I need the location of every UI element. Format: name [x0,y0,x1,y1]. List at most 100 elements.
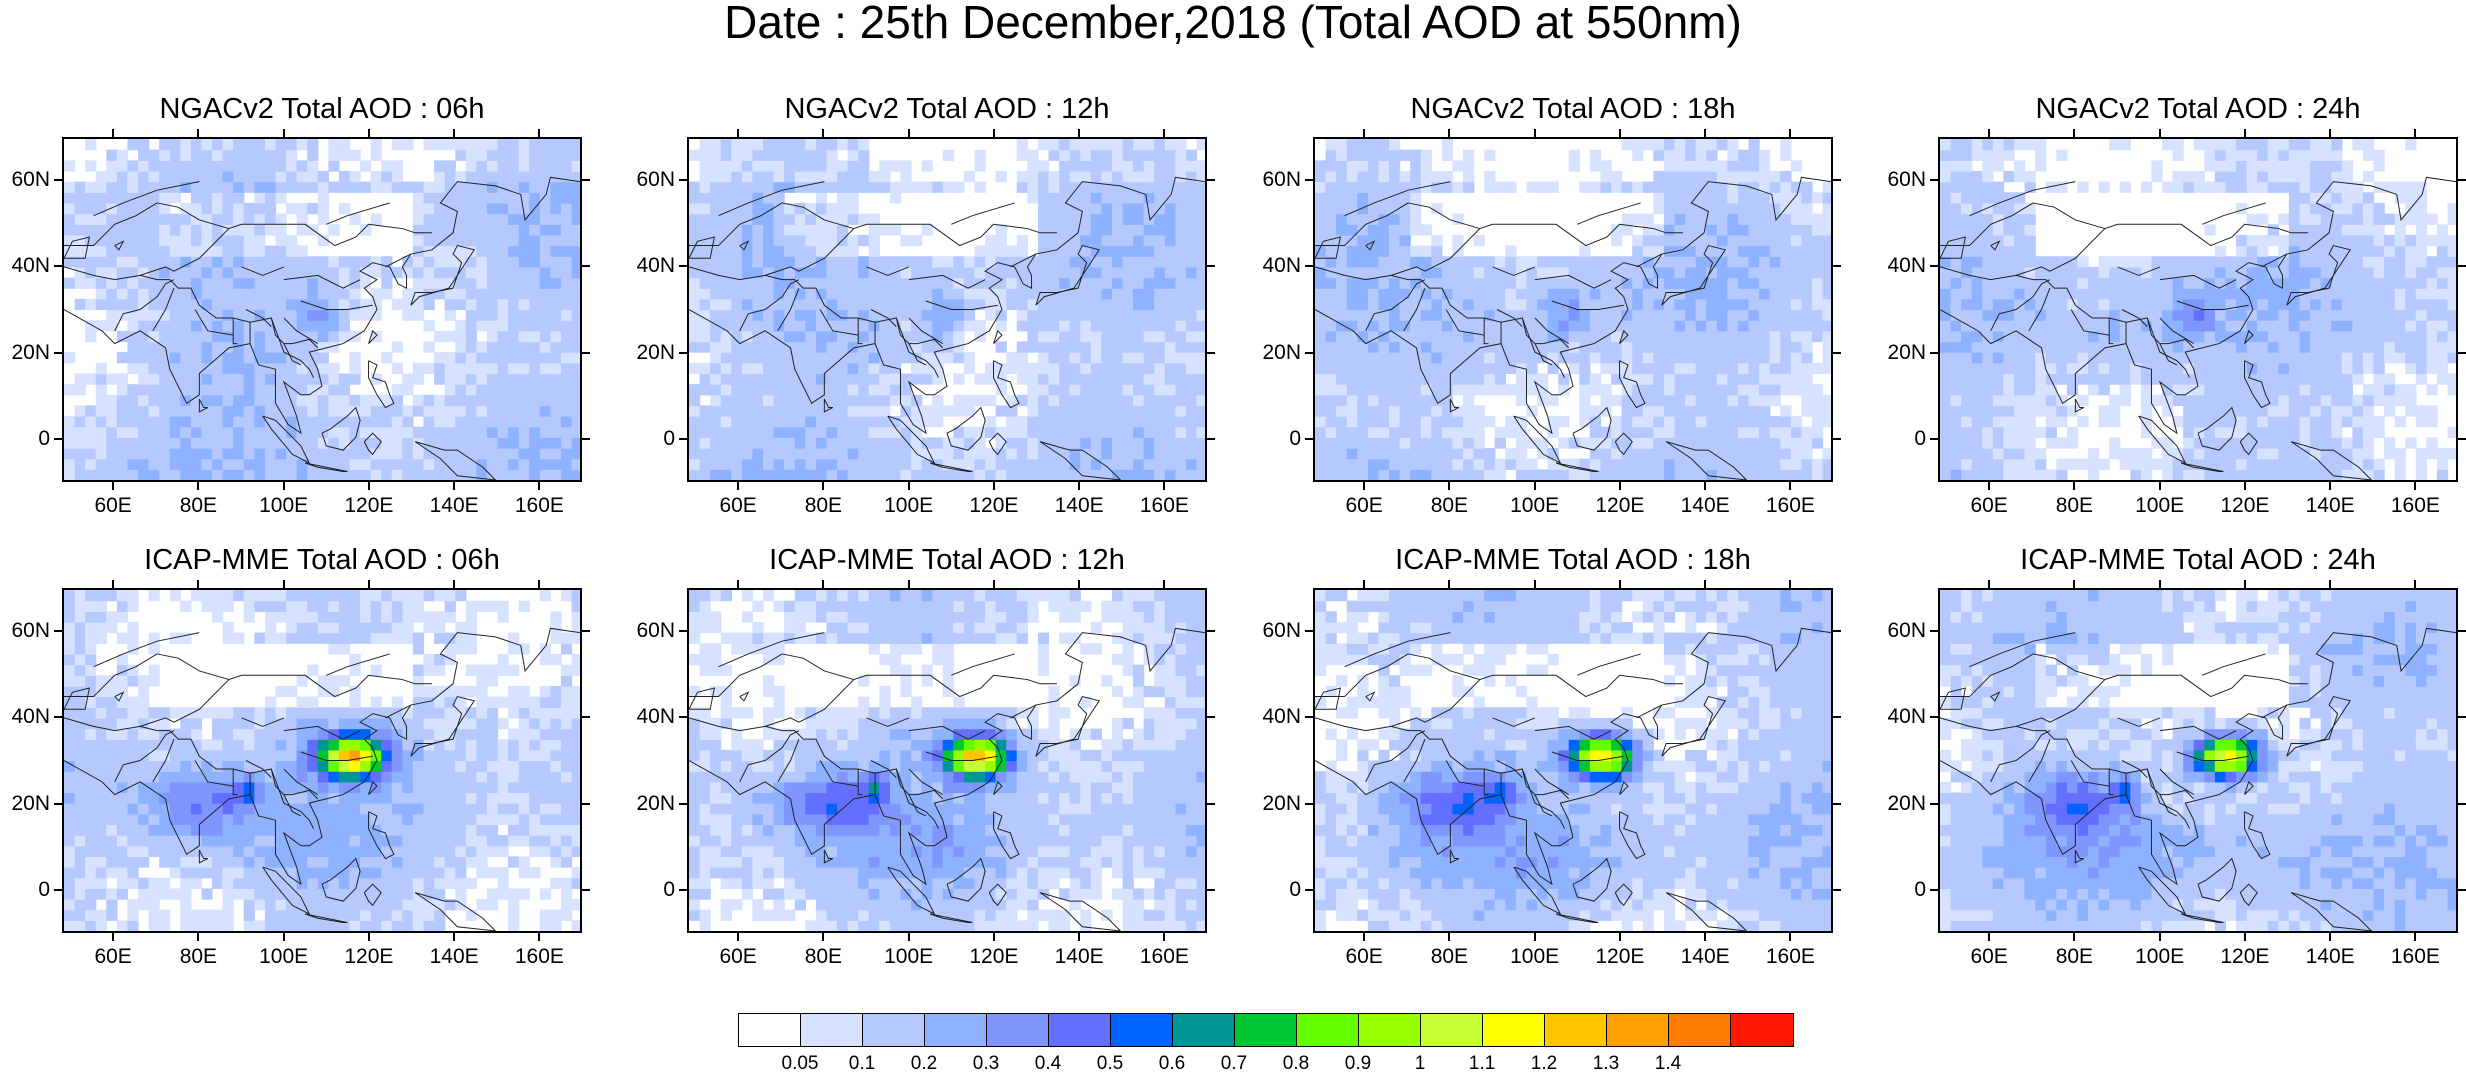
lon-tick-label: 140E [1670,945,1740,969]
lat-tick-mark [1207,803,1215,805]
lat-tick-label: 40N [1241,254,1301,278]
lon-tick-label: 80E [163,494,233,518]
aod-field-map [1315,590,1831,931]
map-panel-icap-06 [62,588,582,933]
colorbar-box [987,1014,1049,1046]
lat-tick-mark [2458,803,2466,805]
lat-tick-mark [1305,265,1313,267]
lon-tick-mark [1448,933,1450,941]
lon-tick-mark [908,129,910,137]
lon-tick-mark [197,580,199,588]
lon-tick-mark [368,482,370,490]
lat-tick-label: 40N [615,705,675,729]
colorbar-label: 0.2 [894,1053,954,1075]
lon-tick-mark [1363,933,1365,941]
lon-tick-mark [1078,580,1080,588]
lon-tick-label: 80E [1414,494,1484,518]
lat-tick-mark [2458,889,2466,891]
colorbar-box [1297,1014,1359,1046]
lon-tick-mark [993,580,995,588]
lon-tick-label: 120E [2210,494,2280,518]
colorbar-label: 0.6 [1142,1053,1202,1075]
lon-tick-label: 140E [419,494,489,518]
colorbar-box [1235,1014,1297,1046]
lat-tick-mark [582,889,590,891]
map-panel-icap-12 [687,588,1207,933]
lon-tick-mark [368,580,370,588]
lon-tick-mark [2244,129,2246,137]
lon-tick-mark [197,933,199,941]
colorbar-label: 0.1 [832,1053,892,1075]
colorbar-box [1545,1014,1607,1046]
lon-tick-mark [283,129,285,137]
lat-tick-label: 40N [1866,254,1926,278]
colorbar-label: 0.05 [770,1053,830,1075]
lon-tick-label: 80E [2039,494,2109,518]
lat-tick-mark [54,179,62,181]
lat-tick-label: 60N [1241,168,1301,192]
lon-tick-mark [737,482,739,490]
aod-field-map [689,590,1205,931]
lon-tick-mark [112,482,114,490]
colorbar-box [1173,1014,1235,1046]
lon-tick-mark [2073,482,2075,490]
lon-tick-mark [197,482,199,490]
lat-tick-mark [1305,716,1313,718]
lon-tick-mark [1988,129,1990,137]
lat-tick-mark [54,630,62,632]
lon-tick-mark [112,933,114,941]
colorbar-box [739,1014,801,1046]
lon-tick-mark [822,580,824,588]
panel-title: NGACv2 Total AOD : 24h [1938,93,2458,126]
lat-tick-mark [679,179,687,181]
lon-tick-mark [1988,482,1990,490]
lon-tick-mark [2414,580,2416,588]
lat-tick-mark [1305,803,1313,805]
colorbar-box [1669,1014,1731,1046]
colorbar-label: 1.4 [1638,1053,1698,1075]
lat-tick-mark [54,438,62,440]
lon-tick-mark [1163,129,1165,137]
lon-tick-label: 160E [2380,945,2450,969]
panel-title: ICAP-MME Total AOD : 06h [62,544,582,577]
lat-tick-mark [1930,438,1938,440]
lat-tick-label: 60N [615,168,675,192]
lon-tick-mark [368,933,370,941]
lon-tick-label: 140E [2295,494,2365,518]
colorbar-box [925,1014,987,1046]
map-panel-icap-18 [1313,588,1833,933]
lon-tick-label: 100E [249,494,319,518]
lon-tick-mark [737,129,739,137]
lon-tick-mark [112,580,114,588]
lat-tick-mark [679,630,687,632]
lat-tick-label: 20N [615,341,675,365]
colorbar-label: 0.7 [1204,1053,1264,1075]
colorbar-box [1421,1014,1483,1046]
lon-tick-label: 160E [1755,945,1825,969]
lon-tick-mark [822,933,824,941]
lat-tick-mark [1833,179,1841,181]
lon-tick-mark [1363,129,1365,137]
lon-tick-mark [1704,129,1706,137]
lon-tick-mark [2159,482,2161,490]
lon-tick-mark [2329,580,2331,588]
lon-tick-label: 120E [1585,494,1655,518]
lat-tick-label: 20N [1241,792,1301,816]
colorbar-label: 0.4 [1018,1053,1078,1075]
panel-title: NGACv2 Total AOD : 18h [1313,93,1833,126]
lon-tick-mark [538,580,540,588]
lon-tick-mark [112,129,114,137]
lon-tick-mark [1704,482,1706,490]
lon-tick-mark [283,482,285,490]
map-panel-ngac-18 [1313,137,1833,482]
lon-tick-mark [1619,580,1621,588]
lon-tick-mark [908,482,910,490]
lat-tick-label: 60N [615,619,675,643]
panel-title: ICAP-MME Total AOD : 24h [1938,544,2458,577]
lat-tick-label: 60N [1241,619,1301,643]
lat-tick-mark [54,803,62,805]
lon-tick-mark [2073,129,2075,137]
colorbar-box [863,1014,925,1046]
lon-tick-label: 120E [334,945,404,969]
aod-field-map [1315,139,1831,480]
